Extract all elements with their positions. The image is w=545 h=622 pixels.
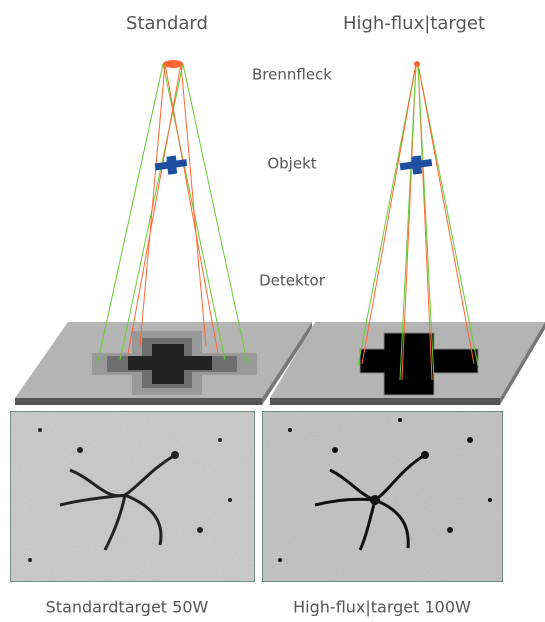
detector-left [15, 322, 312, 405]
label-detector: Detektor [259, 272, 326, 290]
title-right: High-flux|target [343, 13, 485, 34]
object-right [399, 154, 433, 176]
focal-spot-right [414, 61, 420, 67]
detector-right [270, 322, 545, 405]
caption-left: Standardtarget 50W [46, 598, 209, 617]
rays-left [97, 64, 248, 366]
label-focal-spot: Brennfleck [252, 66, 332, 84]
label-object: Objekt [267, 155, 316, 173]
image-right [262, 411, 503, 582]
image-left [10, 411, 255, 582]
title-left: Standard [126, 13, 208, 34]
caption-right: High-flux|target 100W [293, 598, 471, 617]
focal-spot-left [163, 60, 183, 68]
diagram: Standard High-flux|target Brennfleck Obj… [0, 0, 545, 622]
